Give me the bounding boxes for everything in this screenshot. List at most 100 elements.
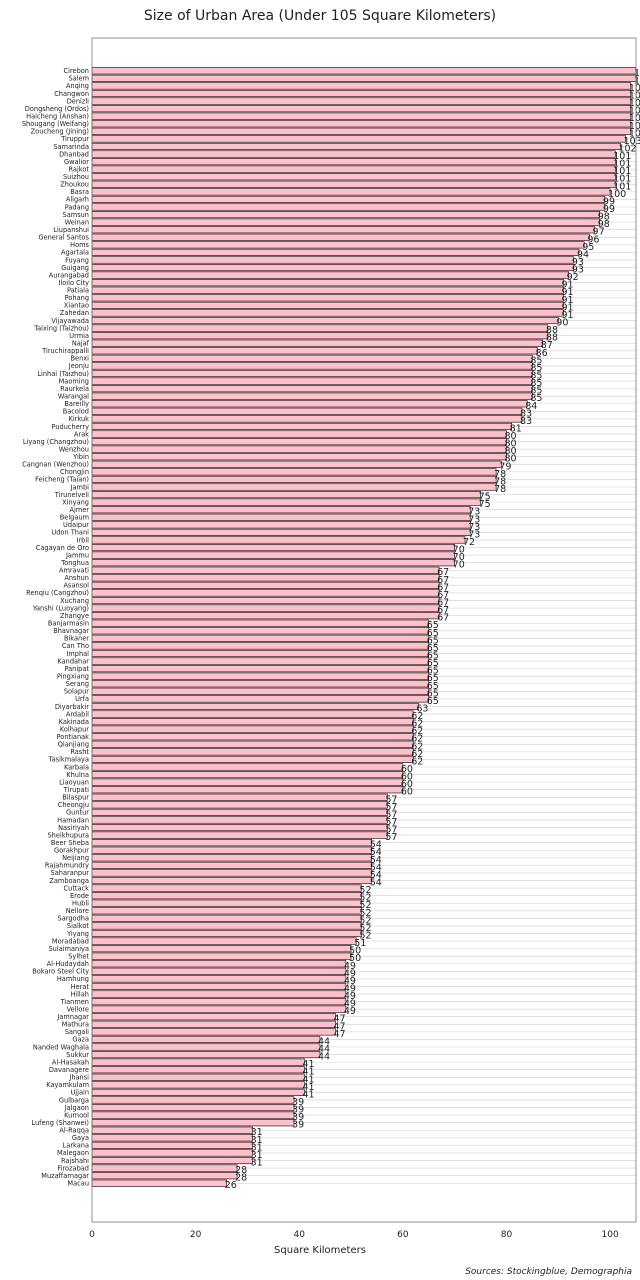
category-label: Hubli bbox=[72, 900, 89, 908]
bar bbox=[91, 1035, 321, 1043]
bar-value-label: 91 bbox=[561, 302, 573, 313]
bar bbox=[91, 324, 549, 332]
bar bbox=[91, 188, 611, 196]
category-label: Bhavnagar bbox=[53, 627, 89, 635]
bar-value-label: 73 bbox=[468, 529, 480, 540]
bar-value-label: 50 bbox=[349, 953, 361, 964]
bar bbox=[91, 1051, 321, 1059]
category-label: Herat bbox=[71, 983, 90, 991]
bar-value-label: 65 bbox=[427, 635, 439, 646]
bar bbox=[91, 899, 362, 907]
category-label: Sylhet bbox=[68, 952, 89, 960]
category-label: Zhoukou bbox=[60, 181, 89, 189]
category-label: Bokaro Steel City bbox=[32, 968, 89, 976]
bar bbox=[91, 415, 523, 423]
category-label: Urmia bbox=[69, 332, 89, 340]
bar-value-label: 93 bbox=[572, 257, 584, 268]
bar-value-label: 70 bbox=[453, 545, 465, 556]
bar-value-label: 98 bbox=[598, 212, 610, 223]
category-label: Fuyang bbox=[65, 256, 89, 264]
bar-value-label: 83 bbox=[520, 408, 532, 419]
category-label: Puducherry bbox=[52, 423, 90, 431]
bar-value-label: 80 bbox=[504, 439, 516, 450]
bar-value-label: 60 bbox=[401, 787, 413, 798]
category-label: General Santos bbox=[38, 234, 89, 242]
category-label: Rasht bbox=[70, 748, 89, 756]
bar bbox=[91, 286, 564, 294]
bar bbox=[91, 536, 466, 544]
category-label: Bareilly bbox=[64, 400, 89, 408]
bar bbox=[91, 460, 502, 468]
bar bbox=[91, 339, 544, 347]
bar bbox=[91, 1179, 228, 1187]
bar bbox=[91, 1119, 295, 1127]
bar bbox=[91, 309, 564, 317]
bar-value-label: 72 bbox=[463, 537, 475, 548]
category-label: Cagayan de Oro bbox=[36, 544, 89, 552]
bar bbox=[91, 1103, 295, 1112]
bar-value-label: 54 bbox=[370, 870, 382, 881]
bar-value-label: 52 bbox=[359, 930, 371, 941]
bar-value-label: 102 bbox=[618, 143, 636, 154]
bar bbox=[91, 960, 347, 968]
bar-value-label: 44 bbox=[318, 1036, 330, 1047]
bar-value-label: 101 bbox=[613, 181, 631, 192]
bar-value-label: 31 bbox=[251, 1142, 263, 1153]
bar bbox=[91, 1111, 295, 1119]
bar bbox=[91, 816, 388, 824]
bar bbox=[91, 1073, 305, 1081]
bar bbox=[91, 998, 347, 1006]
bar bbox=[91, 513, 471, 521]
bar bbox=[91, 158, 616, 166]
bar-value-label: 91 bbox=[561, 287, 573, 298]
bar bbox=[91, 982, 347, 991]
bar-value-label: 103 bbox=[624, 136, 640, 147]
bar bbox=[91, 392, 533, 400]
bar-value-label: 54 bbox=[370, 862, 382, 873]
bar bbox=[91, 1141, 253, 1149]
category-label: Pontianak bbox=[57, 733, 90, 741]
bar-value-label: 104 bbox=[629, 128, 640, 139]
bar bbox=[91, 612, 440, 620]
category-label: Zhangye bbox=[60, 612, 89, 620]
bar-value-label: 54 bbox=[370, 847, 382, 858]
bar-value-label: 81 bbox=[510, 423, 522, 434]
bar bbox=[91, 778, 404, 786]
bar bbox=[91, 301, 564, 309]
category-label: Tasikmalaya bbox=[48, 756, 89, 764]
category-label: Ajmer bbox=[69, 506, 89, 514]
category-label: Malegaon bbox=[57, 1149, 89, 1157]
category-label: Nasiriyah bbox=[58, 824, 89, 832]
bar-value-label: 75 bbox=[479, 499, 491, 510]
bar-value-label: 39 bbox=[292, 1097, 304, 1108]
value-labels: 1051051041041041041041041041031021011011… bbox=[225, 68, 640, 1191]
category-label: Iloilo City bbox=[58, 279, 89, 287]
category-label: Qianjiang bbox=[58, 741, 89, 749]
bar bbox=[91, 907, 362, 915]
bar bbox=[91, 823, 388, 832]
bar-value-label: 44 bbox=[318, 1044, 330, 1055]
category-label: Aligarh bbox=[66, 196, 89, 204]
bar bbox=[91, 430, 507, 438]
bar-value-label: 65 bbox=[427, 650, 439, 661]
bar bbox=[91, 884, 362, 892]
bar bbox=[91, 422, 512, 431]
bar-value-label: 88 bbox=[546, 325, 558, 336]
bar bbox=[91, 725, 414, 733]
bar bbox=[91, 271, 569, 279]
bar-value-label: 85 bbox=[530, 393, 542, 404]
bar bbox=[91, 528, 471, 536]
bar bbox=[91, 680, 430, 688]
x-axis-ticks: 0 20 40 60 80 100 bbox=[89, 1230, 619, 1240]
bar bbox=[91, 445, 507, 453]
bar bbox=[91, 483, 497, 491]
category-label: Lufeng (Shanwei) bbox=[31, 1119, 89, 1127]
bar-value-label: 31 bbox=[251, 1158, 263, 1169]
bar-value-label: 39 bbox=[292, 1105, 304, 1116]
bar bbox=[91, 82, 632, 90]
bar-value-label: 31 bbox=[251, 1135, 263, 1146]
bar-value-label: 39 bbox=[292, 1120, 304, 1131]
category-label: Hamhung bbox=[57, 975, 89, 983]
bar-value-label: 52 bbox=[359, 885, 371, 896]
category-label: Dongsheng (Ordos) bbox=[25, 105, 89, 113]
